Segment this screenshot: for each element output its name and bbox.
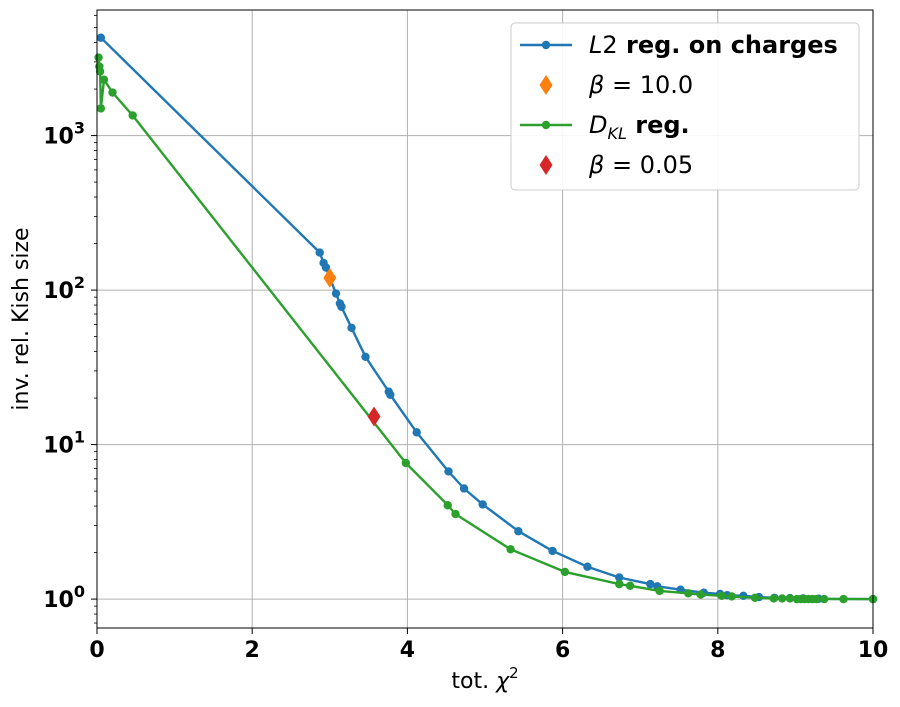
- y-tick-label: 100: [43, 582, 85, 613]
- data-point: [96, 33, 106, 42]
- data-point: [696, 590, 705, 599]
- data-point: [331, 289, 341, 298]
- legend-label: β = 0.05: [588, 151, 693, 179]
- legend-entry: L2 reg. on charges: [520, 31, 838, 59]
- data-point: [819, 594, 829, 604]
- legend-diamond-swatch: [539, 75, 553, 95]
- data-point: [443, 501, 452, 510]
- data-point: [625, 581, 635, 590]
- y-axis-label: inv. rel. Kish size: [9, 227, 34, 410]
- data-point: [315, 248, 324, 257]
- legend-label: β = 10.0: [588, 71, 693, 99]
- y-tick-label: 102: [43, 273, 85, 304]
- legend-entry: β = 10.0: [539, 71, 693, 99]
- diamond-marker: [323, 267, 337, 288]
- legend-label: DKL reg.: [589, 111, 690, 143]
- data-point: [459, 484, 469, 493]
- data-point: [96, 104, 106, 113]
- data-point: [94, 53, 103, 62]
- data-point: [347, 323, 356, 333]
- x-tick-label: 4: [400, 638, 415, 663]
- data-point: [583, 562, 592, 571]
- data-point: [778, 594, 787, 603]
- data-point: [412, 428, 421, 437]
- data-point: [646, 579, 655, 589]
- x-tick-label: 2: [245, 638, 260, 663]
- data-point: [451, 509, 460, 519]
- data-point: [615, 579, 624, 589]
- x-tick-label: 0: [89, 638, 104, 663]
- data-point: [684, 589, 693, 598]
- legend-box: [510, 22, 860, 191]
- diamond-marker: [367, 406, 381, 427]
- legend-label: L2 reg. on charges: [589, 31, 838, 59]
- series-layer: [94, 33, 878, 604]
- data-point: [717, 591, 726, 601]
- data-point: [750, 593, 760, 602]
- data-point: [785, 594, 795, 603]
- plot-frame: [96, 9, 874, 629]
- data-point: [99, 75, 109, 84]
- data-point: [401, 458, 411, 468]
- data-point: [548, 546, 557, 556]
- legend-marker: [541, 120, 551, 130]
- x-tick-label: 8: [710, 638, 725, 663]
- data-point: [321, 263, 331, 272]
- data-point: [560, 567, 570, 577]
- ticks: 0 2 4 6 8 10 100 101 102 103: [43, 14, 889, 663]
- data-point: [444, 467, 453, 476]
- legend-marker: [541, 40, 551, 50]
- legend: L2 reg. on charges β = 10.0 DKL reg. β = 0.…: [510, 22, 860, 191]
- series-3: [367, 406, 381, 427]
- series-1: [323, 267, 337, 288]
- data-point: [655, 586, 664, 596]
- data-point: [769, 594, 778, 603]
- data-point: [478, 500, 487, 509]
- x-tick-label: 6: [555, 638, 570, 663]
- x-tick-label: 10: [858, 638, 889, 663]
- data-point: [386, 390, 395, 400]
- data-point: [108, 88, 117, 97]
- y-tick-label: 101: [43, 428, 85, 459]
- legend-entry: β = 0.05: [539, 151, 693, 179]
- data-point: [615, 573, 624, 582]
- data-point: [95, 67, 105, 76]
- series-2: [94, 53, 878, 604]
- data-point: [839, 594, 848, 604]
- data-point: [727, 592, 736, 601]
- data-point: [812, 594, 821, 604]
- data-point: [361, 352, 370, 362]
- legend-diamond-swatch: [539, 155, 553, 175]
- legend-entry: DKL reg.: [520, 111, 690, 143]
- data-point: [337, 302, 346, 311]
- data-point: [506, 545, 515, 554]
- data-point: [514, 527, 523, 536]
- data-point: [128, 111, 137, 120]
- x-axis-label: tot. χ2: [451, 664, 518, 694]
- y-tick-label: 103: [43, 119, 85, 150]
